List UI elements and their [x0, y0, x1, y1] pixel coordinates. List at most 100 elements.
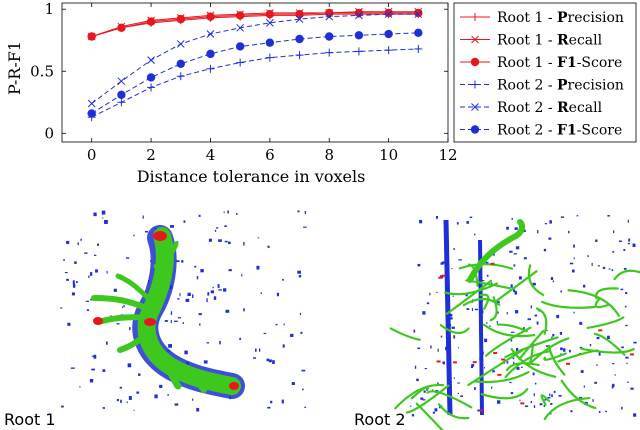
noise-speck [290, 333, 294, 337]
noise-speck [113, 288, 117, 292]
noise-speck [506, 312, 508, 315]
noise-speck [260, 292, 262, 295]
noise-speck [303, 226, 307, 228]
noise-speck [410, 405, 412, 407]
data-point [414, 28, 423, 37]
noise-speck [144, 230, 149, 233]
noise-speck [104, 220, 108, 224]
noise-speck [282, 344, 285, 348]
noise-speck [484, 338, 488, 343]
noise-speck [192, 398, 194, 401]
legend-entry: Root 2 - F1-Score [460, 123, 622, 139]
noise-speck [548, 237, 552, 240]
noise-speck [563, 348, 566, 352]
noise-speck [243, 242, 245, 246]
noise-speck [214, 229, 217, 232]
noise-speck [453, 335, 456, 339]
data-point [236, 23, 245, 32]
noise-speck [589, 343, 592, 347]
legend-label: Root 2 - F1-Score [497, 123, 622, 139]
noise-speck [241, 273, 243, 277]
noise-speck [223, 211, 225, 214]
noise-speck [177, 317, 181, 319]
data-point [354, 31, 364, 40]
noise-speck [291, 382, 295, 385]
root-branch [496, 323, 528, 333]
data-point [325, 32, 334, 41]
noise-speck [304, 211, 307, 214]
noise-speck [207, 292, 210, 296]
root-branch [437, 403, 470, 420]
noise-speck [159, 384, 163, 388]
noise-speck [66, 240, 70, 244]
noise-speck [60, 405, 64, 408]
noise-speck [442, 261, 445, 264]
noise-speck [570, 410, 573, 413]
root-branch [389, 327, 421, 341]
noise-speck [513, 253, 518, 255]
error-mark [566, 362, 571, 365]
root-1-label: Root 1 [4, 410, 56, 429]
noise-speck [492, 253, 495, 256]
noise-speck [227, 210, 229, 214]
noise-speck [239, 337, 242, 340]
noise-speck [587, 255, 589, 257]
root-branch [505, 362, 540, 372]
noise-speck [94, 254, 97, 257]
noise-speck [127, 363, 132, 368]
noise-speck [583, 284, 586, 288]
noise-speck [219, 340, 221, 345]
root-branch [593, 332, 626, 356]
root-branch [560, 379, 597, 410]
noise-speck [299, 312, 301, 316]
noise-speck [420, 397, 424, 400]
noise-speck [91, 368, 95, 371]
root-branch [489, 296, 498, 322]
noise-speck [176, 260, 180, 263]
noise-speck [516, 366, 520, 370]
data-point [265, 19, 274, 27]
data-point [117, 23, 126, 33]
noise-speck [445, 346, 447, 351]
noise-speck [206, 342, 210, 344]
noise-speck [532, 372, 535, 376]
data-point [471, 35, 479, 44]
noise-speck [225, 309, 230, 313]
noise-speck [86, 309, 90, 311]
root-branch [426, 390, 473, 409]
series-6 [87, 28, 423, 118]
root-branch [479, 293, 490, 310]
noise-speck [236, 212, 238, 215]
noise-speck [534, 314, 538, 317]
noise-speck [515, 347, 519, 352]
data-point [235, 42, 245, 51]
data-point [147, 56, 155, 64]
noise-speck [612, 251, 615, 253]
noise-speck [182, 322, 184, 324]
noise-speck [88, 275, 90, 278]
noise-speck [411, 414, 415, 417]
noise-speck [168, 344, 173, 348]
noise-speck [432, 411, 435, 414]
noise-speck [457, 392, 459, 394]
root-1-render-panel: Root 1 [0, 200, 320, 430]
noise-speck [456, 222, 459, 225]
noise-speck [105, 341, 108, 345]
noise-speck [74, 261, 77, 264]
data-point [471, 103, 479, 111]
noise-speck [97, 243, 99, 246]
noise-speck [486, 322, 488, 324]
noise-speck [573, 257, 575, 260]
noise-speck [71, 292, 75, 296]
noise-speck [95, 269, 98, 273]
noise-speck [142, 215, 144, 219]
noise-speck [458, 259, 462, 261]
noise-speck [170, 319, 172, 324]
noise-speck [128, 396, 132, 400]
noise-speck [627, 219, 629, 223]
data-point [325, 8, 334, 18]
data-point [414, 8, 423, 18]
noise-speck [509, 381, 512, 384]
noise-speck [413, 329, 416, 333]
noise-speck [559, 331, 563, 335]
